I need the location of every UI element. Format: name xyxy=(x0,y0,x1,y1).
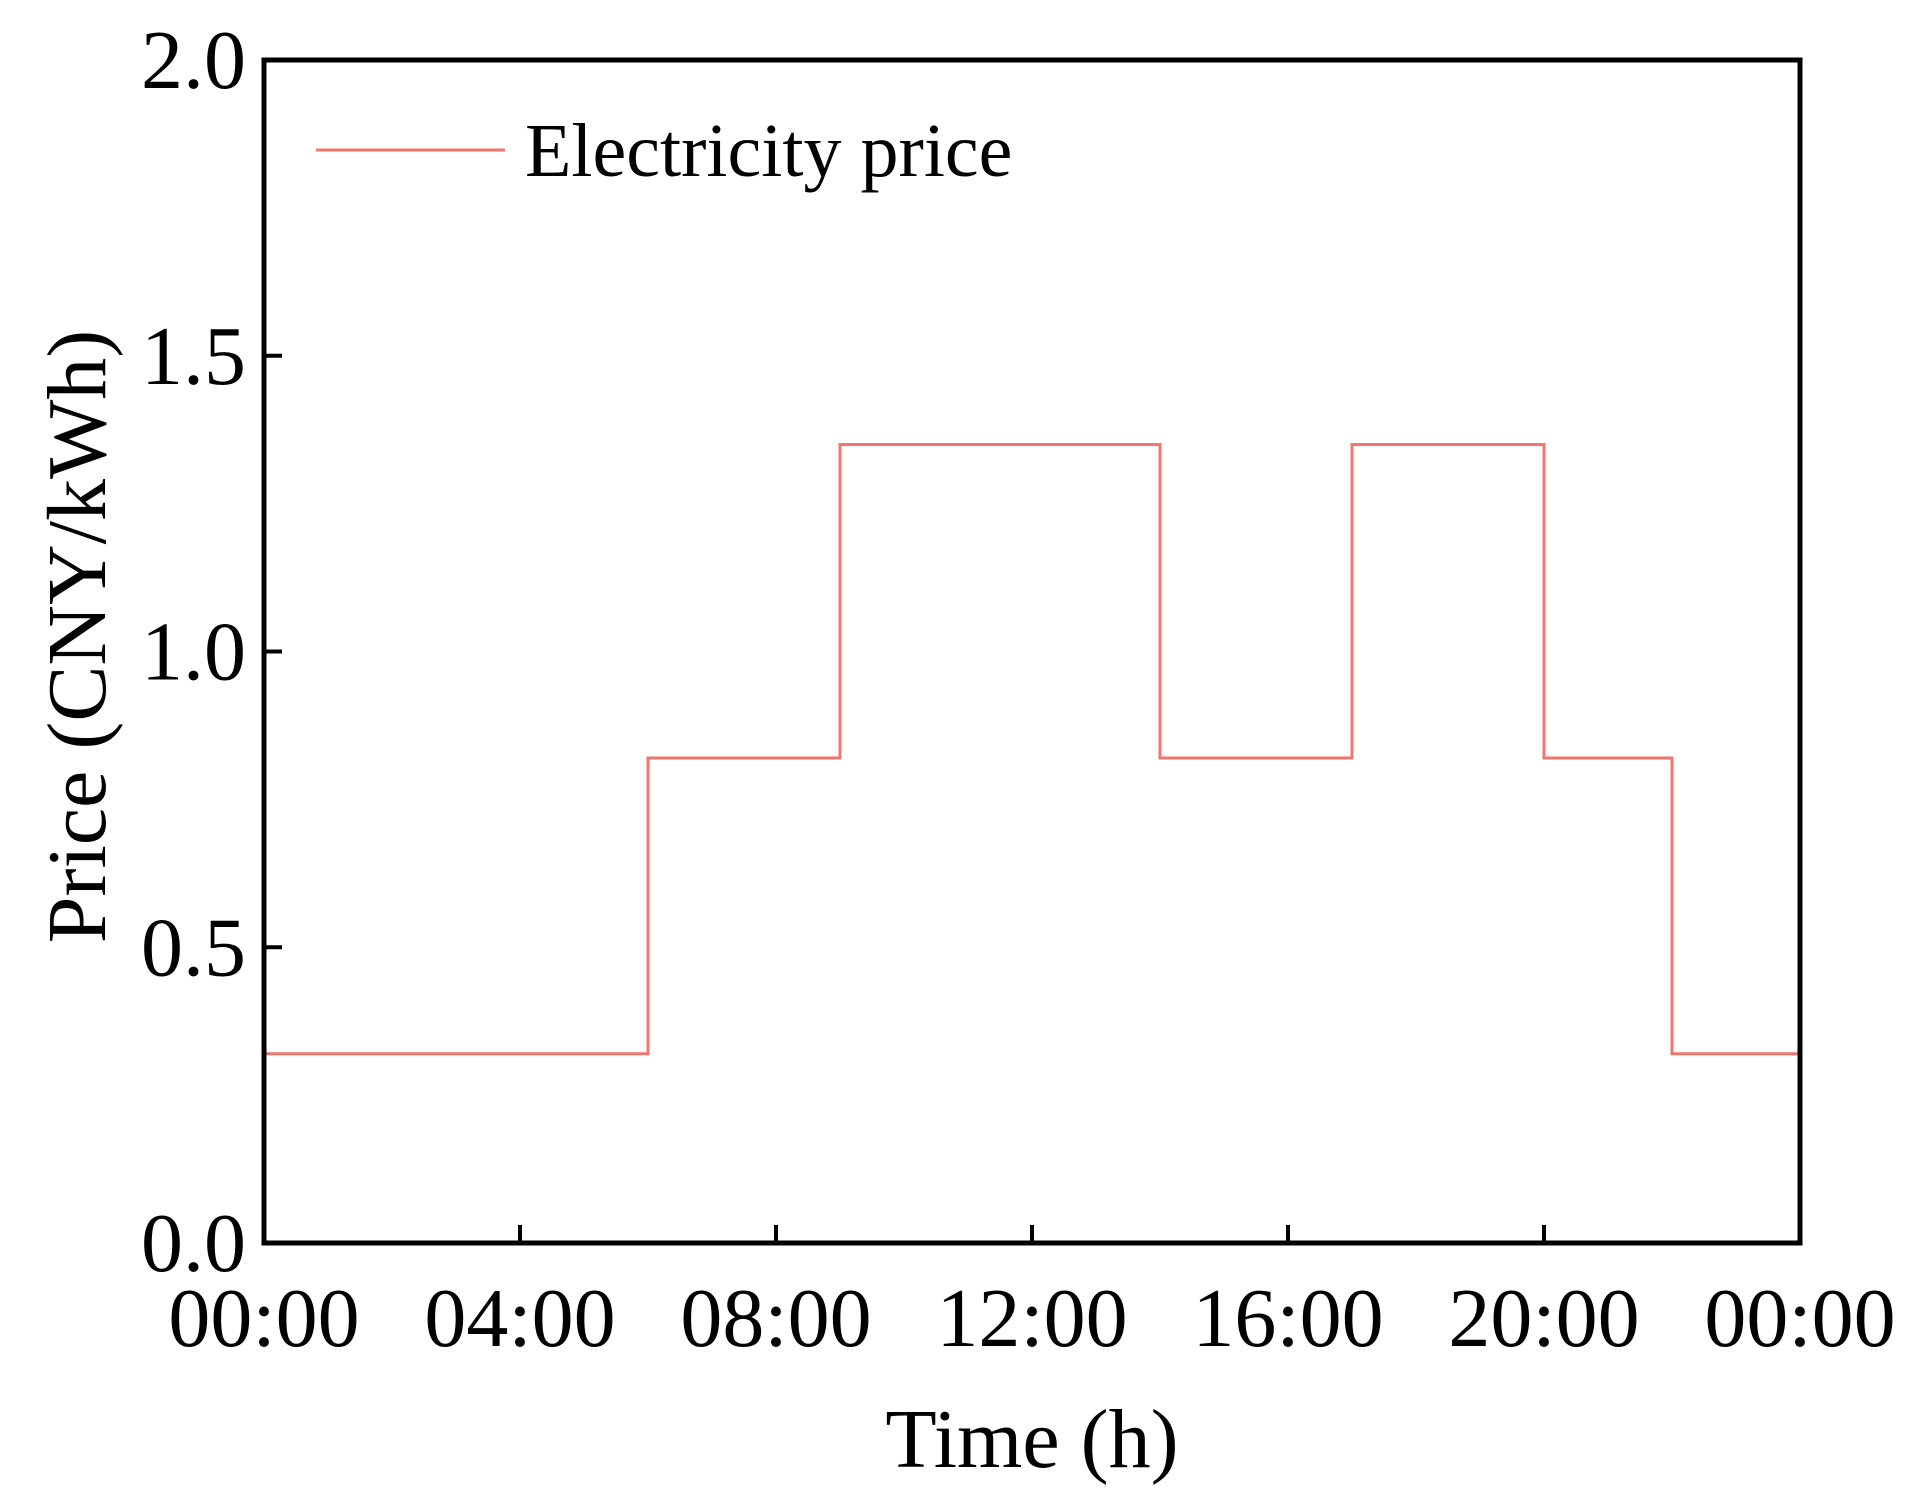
x-tick-label: 00:00 xyxy=(1704,1272,1895,1365)
series-layer xyxy=(264,442,1800,1056)
legend-label-electricity-price: Electricity price xyxy=(525,109,1012,193)
y-tick-label: 1.5 xyxy=(141,310,246,403)
y-tick-label: 1.0 xyxy=(141,606,246,699)
x-axis-title: Time (h) xyxy=(885,1393,1178,1486)
legend: Electricity price xyxy=(316,109,1012,193)
series-line-electricity-price xyxy=(264,442,1800,1056)
y-tick-label: 0.5 xyxy=(141,901,246,994)
y-axis-title: Price (CNY/kWh) xyxy=(31,330,124,944)
y-axis-ticks: 0.0 0.5 1.0 1.5 2.0 xyxy=(141,14,282,1290)
y-tick-label: 0.0 xyxy=(141,1197,246,1290)
x-tick-label: 08:00 xyxy=(680,1272,871,1365)
x-tick-label: 12:00 xyxy=(936,1272,1127,1365)
x-tick-label: 00:00 xyxy=(168,1272,359,1365)
x-axis-ticks: 00:00 04:00 08:00 12:00 16:00 20:00 00:00 xyxy=(168,1225,1896,1365)
y-tick-label: 2.0 xyxy=(141,14,246,107)
x-tick-label: 20:00 xyxy=(1448,1272,1639,1365)
x-tick-label: 04:00 xyxy=(424,1272,615,1365)
x-tick-label: 16:00 xyxy=(1192,1272,1383,1365)
